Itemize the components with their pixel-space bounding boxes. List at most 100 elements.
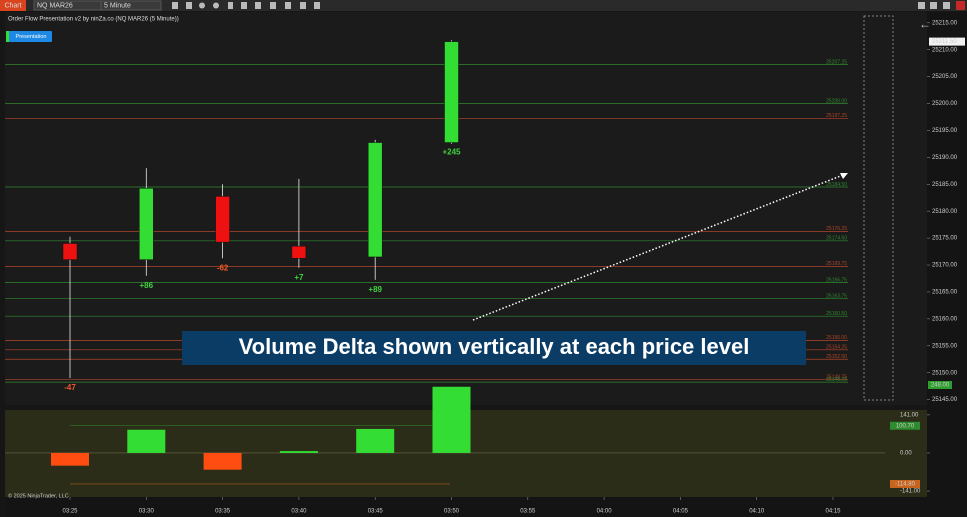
y-tick-label: 25195.00 <box>932 128 958 134</box>
y-tick-label: 25185.00 <box>932 182 958 188</box>
y-tick-label: 25150.00 <box>932 370 958 376</box>
presentation-button[interactable] <box>6 31 52 42</box>
delta-marker-label: -114.80 <box>895 482 916 488</box>
button-accent <box>6 31 9 42</box>
candle-body <box>367 142 383 258</box>
y-tick-label: 25160.00 <box>932 316 958 322</box>
y-tick-label: 25175.00 <box>932 236 958 242</box>
tool-icon[interactable] <box>241 2 247 9</box>
delta-marker-badge <box>890 421 920 430</box>
tool-icon[interactable] <box>300 2 306 9</box>
delta-marker-label: 100.70 <box>896 423 915 429</box>
chart-tab-label[interactable]: Chart <box>4 2 21 9</box>
level-label: 25184.50 <box>826 182 847 188</box>
delta-label: +89 <box>368 285 382 294</box>
candle-body <box>291 245 307 259</box>
delta-label: -47 <box>64 383 76 392</box>
level-label: 25176.25 <box>826 226 847 232</box>
y-tick-label: 25165.00 <box>932 290 958 296</box>
x-tick-label: 03:45 <box>368 509 384 515</box>
interval-label[interactable]: 5 Minute <box>104 2 131 9</box>
delta-label: +7 <box>294 273 304 282</box>
x-tick-label: 04:05 <box>673 509 689 515</box>
delta-marker-badge <box>890 479 920 488</box>
tool-icon[interactable] <box>172 2 178 9</box>
tool-icon[interactable] <box>255 2 261 9</box>
y-tick-label: 25155.00 <box>932 343 958 349</box>
y-tick-label: 25170.00 <box>932 263 958 269</box>
delta-label: +245 <box>442 148 461 157</box>
delta-bar <box>51 452 89 466</box>
close-button[interactable] <box>956 1 965 10</box>
annotation-text: Volume Delta shown vertically at each pr… <box>239 334 750 359</box>
y-tick-label: 25205.00 <box>932 74 958 80</box>
chart-tab[interactable] <box>0 0 26 11</box>
x-tick-label: 04:00 <box>597 509 613 515</box>
toolbar <box>0 0 967 11</box>
level-label: 25156.00 <box>826 335 847 341</box>
last-price-badge <box>929 37 965 46</box>
candle-body <box>215 196 230 243</box>
level-label: 25207.25 <box>826 59 847 65</box>
level-label: 25160.50 <box>826 311 847 317</box>
window-button[interactable] <box>918 2 925 9</box>
delta-bar <box>279 451 318 453</box>
copyright: © 2025 NinjaTrader, LLC <box>8 492 69 499</box>
interval-select[interactable] <box>100 0 162 11</box>
delta-label: +86 <box>140 281 154 290</box>
toolbar-icons <box>172 2 950 9</box>
level-label: 25166.75 <box>826 277 847 283</box>
presentation-button-label[interactable]: Presentation <box>16 34 47 40</box>
x-tick-label: 03:50 <box>444 509 460 515</box>
y-tick-label: 25215.00 <box>932 20 958 26</box>
volume-profile-frame <box>863 15 894 401</box>
level-label: 25197.25 <box>826 113 847 119</box>
tool-icon[interactable] <box>285 2 291 9</box>
price-axis <box>927 12 967 517</box>
level-label: 25148.25 <box>826 377 847 383</box>
candle-body <box>62 243 78 260</box>
delta-label: -62 <box>217 263 229 272</box>
x-tick-label: 03:55 <box>520 509 536 515</box>
window-button[interactable] <box>943 2 950 9</box>
x-tick-label: 03:40 <box>291 509 307 515</box>
x-tick-label: 04:10 <box>749 509 765 515</box>
level-label: 25169.75 <box>826 261 847 267</box>
y-tick-label: 25190.00 <box>932 155 958 161</box>
last-price-label: 25211.50 <box>932 39 957 45</box>
tool-icon[interactable] <box>314 2 320 9</box>
x-tick-label: 03:25 <box>62 509 78 515</box>
delta-tick-label: 141.00 <box>900 412 919 418</box>
axis-badge-label: 248.00 <box>931 383 950 389</box>
level-label: 25163.75 <box>826 294 847 300</box>
y-tick-label: 25200.00 <box>932 101 958 107</box>
delta-bar <box>432 386 471 453</box>
y-tick-label: 25210.00 <box>932 47 958 53</box>
annotation-arrowhead <box>840 173 848 179</box>
delta-tick-label: 0.00 <box>900 451 912 457</box>
window-button[interactable] <box>930 2 937 9</box>
y-tick-label: 25145.00 <box>932 397 958 403</box>
tool-icon[interactable] <box>199 2 205 9</box>
tool-icon[interactable] <box>213 2 219 9</box>
indicator-title: Order Flow Presentation v2 by ninZa.co (… <box>8 17 179 23</box>
back-arrow[interactable]: ← <box>919 17 931 31</box>
instrument-label[interactable]: NQ MAR26 <box>37 2 73 9</box>
level-label: 25200.00 <box>826 98 847 104</box>
x-tick-label: 04:15 <box>825 509 841 515</box>
axis-badge <box>928 381 952 389</box>
annotation-box <box>182 331 806 365</box>
x-tick-label: 03:35 <box>215 509 231 515</box>
tool-icon[interactable] <box>228 2 233 9</box>
delta-bar <box>127 429 166 453</box>
candle-body <box>139 188 154 260</box>
level-label: 25154.25 <box>826 345 847 351</box>
x-tick-label: 03:30 <box>139 509 155 515</box>
time-axis <box>5 497 927 517</box>
delta-tick-label: -141.00 <box>900 489 921 495</box>
delta-bar <box>203 452 242 470</box>
delta-bar <box>356 428 395 453</box>
tool-icon[interactable] <box>186 2 192 9</box>
tool-icon[interactable] <box>270 2 276 9</box>
